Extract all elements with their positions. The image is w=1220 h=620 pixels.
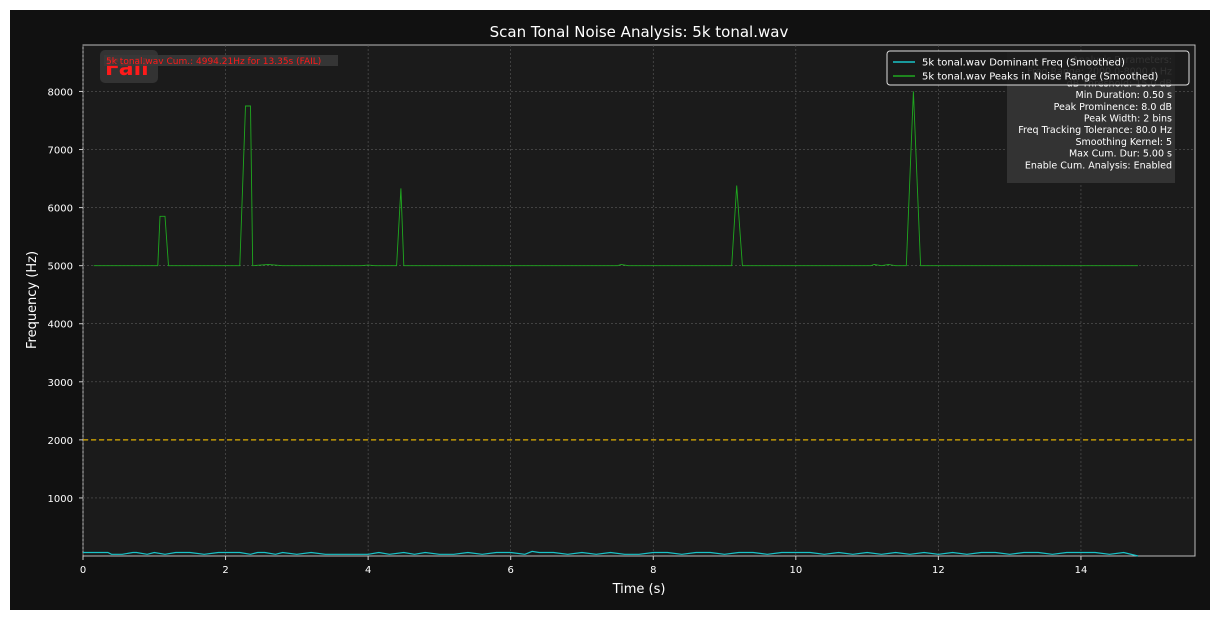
parameter-line: Min Duration: 0.50 s xyxy=(1076,90,1173,101)
x-tick-label: 10 xyxy=(789,565,802,576)
parameter-line: Max Cum. Dur: 5.00 s xyxy=(1069,149,1172,160)
parameter-line: Peak Prominence: 8.0 dB xyxy=(1054,102,1172,113)
figure-background: Scan Tonal Noise Analysis: 5k tonal.wav … xyxy=(10,10,1210,610)
legend-frame xyxy=(886,50,1190,86)
x-tick-label: 12 xyxy=(932,565,945,576)
legend-label: 5k tonal.wav Peaks in Noise Range (Smoot… xyxy=(922,72,1158,83)
x-tick-labels: 0 2 4 6 8 10 12 14 xyxy=(80,556,1088,576)
y-axis-label: Frequency (Hz) xyxy=(25,251,40,349)
y-tick-label: 3000 xyxy=(48,378,73,389)
chart-svg: Scan Tonal Noise Analysis: 5k tonal.wav … xyxy=(25,23,1196,597)
x-axis-label: Time (s) xyxy=(612,582,666,597)
y-tick-label: 6000 xyxy=(48,204,73,215)
parameter-line: Smoothing Kernel: 5 xyxy=(1076,137,1172,148)
legend: 5k tonal.wav Dominant Freq (Smoothed) 5k … xyxy=(886,50,1190,86)
chart-title: Scan Tonal Noise Analysis: 5k tonal.wav xyxy=(490,23,789,41)
x-tick-label: 4 xyxy=(365,565,371,576)
annotation-text: 5k tonal.wav Cum.: 4994.21Hz for 13.35s … xyxy=(106,57,321,67)
cumulative-annotation: 5k tonal.wav Cum.: 4994.21Hz for 13.35s … xyxy=(104,55,338,67)
parameter-line: Peak Width: 2 bins xyxy=(1084,114,1172,125)
y-tick-label: 5000 xyxy=(48,262,73,273)
dominant-freq-line xyxy=(83,550,1139,557)
parameter-line: Freq Tracking Tolerance: 80.0 Hz xyxy=(1018,125,1172,136)
x-tick-label: 2 xyxy=(222,565,228,576)
x-tick-label: 6 xyxy=(508,565,514,576)
x-tick-label: 0 xyxy=(80,565,86,576)
y-tick-label: 1000 xyxy=(48,494,73,505)
noise-peaks-line xyxy=(93,91,1138,267)
series-layer xyxy=(83,91,1139,557)
y-tick-label: 7000 xyxy=(48,146,73,157)
y-tick-labels: 1000 2000 3000 4000 5000 6000 7000 8000 xyxy=(48,87,83,505)
parameter-line: Enable Cum. Analysis: Enabled xyxy=(1025,160,1172,171)
annotation-bg xyxy=(104,55,338,66)
y-tick-label: 8000 xyxy=(48,87,73,98)
y-tick-label: 2000 xyxy=(48,436,73,447)
x-tick-label: 14 xyxy=(1075,565,1088,576)
y-tick-label: 4000 xyxy=(48,320,73,331)
legend-label: 5k tonal.wav Dominant Freq (Smoothed) xyxy=(922,58,1125,69)
x-tick-label: 8 xyxy=(650,565,656,576)
